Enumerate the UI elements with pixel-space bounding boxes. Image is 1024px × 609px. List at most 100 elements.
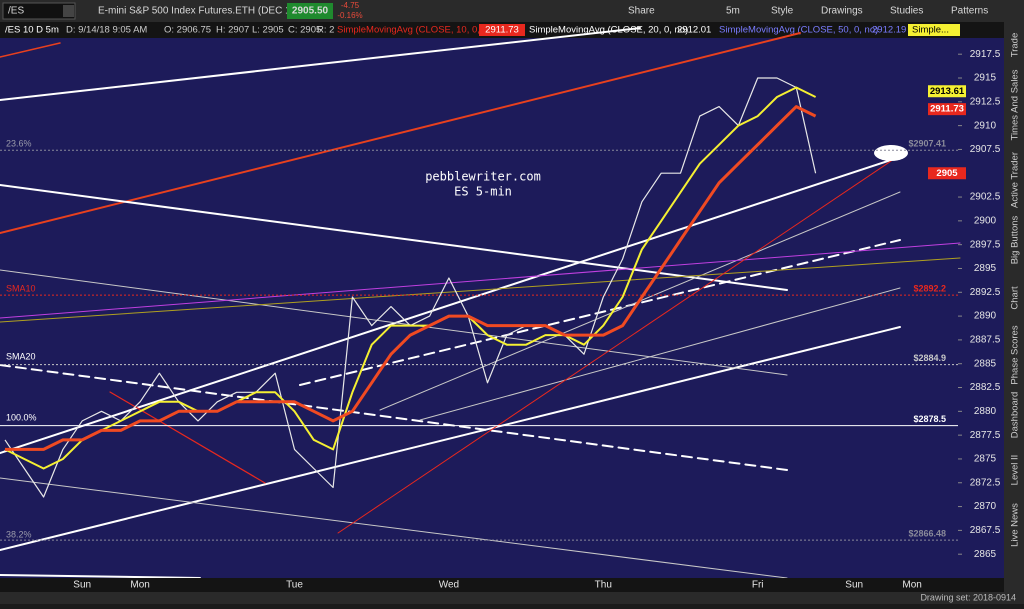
price-marker bbox=[928, 167, 966, 180]
info-high: H: 2907 bbox=[216, 25, 249, 36]
x-tick-label: Wed bbox=[439, 580, 459, 591]
info-sma10-value: 2911.73 bbox=[485, 25, 519, 36]
y-tick-label: 2897.5 bbox=[970, 239, 1001, 250]
side-tab[interactable]: Chart bbox=[1010, 286, 1021, 310]
trendline bbox=[337, 154, 901, 534]
y-tick-label: 2870 bbox=[974, 501, 997, 512]
trendlines bbox=[0, 27, 961, 579]
trendline bbox=[109, 391, 266, 484]
y-tick-label: 2910 bbox=[974, 120, 997, 131]
side-tab[interactable]: Big Buttons bbox=[1010, 215, 1021, 264]
info-more: Simple... bbox=[912, 25, 949, 36]
y-tick-label: 2912.5 bbox=[970, 96, 1001, 107]
trendline bbox=[0, 184, 788, 291]
y-tick-label: 2872.5 bbox=[970, 477, 1001, 488]
level-label: 100.0% bbox=[6, 412, 37, 422]
y-tick-label: 2890 bbox=[974, 311, 997, 322]
info-chart: /ES 10 D 5m bbox=[5, 25, 59, 36]
studies-button[interactable]: Studies bbox=[890, 6, 923, 17]
y-tick-label: 2880 bbox=[974, 406, 997, 417]
side-tabs bbox=[1004, 22, 1024, 592]
trendline bbox=[0, 156, 901, 454]
trendline bbox=[299, 239, 901, 386]
info-sma50-value: 2912.19 bbox=[872, 25, 906, 36]
trendline bbox=[0, 574, 201, 579]
side-tab[interactable]: Level II bbox=[1010, 455, 1021, 486]
level-label: 23.6% bbox=[6, 138, 32, 148]
series-line bbox=[4, 86, 817, 470]
plot-layer bbox=[0, 27, 961, 579]
side-tab[interactable]: Active Trader bbox=[1010, 152, 1021, 208]
trendline bbox=[0, 42, 61, 58]
change-pct: -0.16% bbox=[337, 11, 362, 20]
x-tick-label: Mon bbox=[902, 580, 921, 591]
info-sma50: SimpleMovingAvg (CLOSE, 50, 0, no) bbox=[719, 25, 878, 36]
trendline bbox=[0, 32, 801, 234]
symbol-box[interactable] bbox=[2, 2, 76, 20]
level-label: $2907.41 bbox=[908, 139, 946, 149]
last-price-box bbox=[287, 3, 333, 19]
y-tick-label: 2915 bbox=[974, 73, 997, 84]
level-label: $2892.2 bbox=[913, 284, 946, 294]
trendline bbox=[0, 364, 788, 471]
price-marker-label: 2905 bbox=[936, 168, 958, 179]
y-tick-label: 2887.5 bbox=[970, 335, 1001, 346]
info-sma20: SimpleMovingAvg (CLOSE, 20, 0, no) bbox=[529, 25, 688, 36]
level-label: SMA20 bbox=[6, 351, 36, 361]
y-tick-label: 2917.5 bbox=[970, 49, 1001, 60]
trendline bbox=[0, 477, 788, 579]
drawings-button[interactable]: Drawings bbox=[821, 6, 863, 17]
y-tick-label: 2907.5 bbox=[970, 144, 1001, 155]
info-date: D: 9/14/18 9:05 AM bbox=[66, 25, 147, 36]
info-sma10-box bbox=[479, 24, 525, 36]
style-button[interactable]: Style bbox=[771, 6, 794, 17]
trendline bbox=[419, 287, 901, 421]
side-tab[interactable]: Times And Sales bbox=[1010, 69, 1021, 140]
x-tick-label: Sun bbox=[845, 580, 863, 591]
footer-bar bbox=[0, 592, 1024, 604]
level-label: $2884.9 bbox=[913, 353, 946, 363]
side-tab[interactable]: Phase Scores bbox=[1010, 325, 1021, 384]
info-more-box bbox=[908, 24, 960, 36]
info-sma20-value: 2912.01 bbox=[677, 25, 711, 36]
price-marker-label: 2911.73 bbox=[930, 104, 964, 115]
annotation: pebblewriter.com bbox=[425, 170, 541, 184]
price-marker bbox=[928, 85, 966, 98]
y-tick-label: 2900 bbox=[974, 215, 997, 226]
target-ellipse bbox=[874, 145, 908, 161]
symbol-dropdown[interactable] bbox=[63, 5, 74, 17]
level-label: SMA10 bbox=[6, 283, 36, 293]
side-tab[interactable]: Trade bbox=[1010, 33, 1021, 57]
price-marker bbox=[928, 103, 966, 116]
trendline bbox=[0, 242, 961, 319]
x-tick-label: Mon bbox=[130, 580, 149, 591]
y-tick-label: 2875 bbox=[974, 454, 997, 465]
aggregation-button[interactable]: 5m bbox=[726, 6, 740, 17]
info-low: L: 2905 bbox=[252, 25, 284, 36]
trendline bbox=[0, 27, 641, 101]
y-tick-label: 2877.5 bbox=[970, 430, 1001, 441]
share-button[interactable]: Share bbox=[628, 6, 655, 17]
trendline bbox=[0, 269, 788, 376]
level-label: $2878.5 bbox=[913, 414, 946, 424]
info-open: O: 2906.75 bbox=[164, 25, 211, 36]
info-sma10: SimpleMovingAvg (CLOSE, 10, 0, no) bbox=[337, 25, 496, 36]
footer: Drawing set: 2018-0914 bbox=[920, 592, 1016, 602]
x-tick-label: Fri bbox=[752, 580, 764, 591]
info-close: C: 2905 bbox=[288, 25, 321, 36]
patterns-button[interactable]: Patterns bbox=[951, 6, 988, 17]
side-tab[interactable]: Live News bbox=[1010, 503, 1021, 547]
change: -4.75 bbox=[341, 1, 360, 10]
side-tab[interactable]: Dashboard bbox=[1010, 392, 1021, 438]
x-axis bbox=[0, 578, 1004, 592]
y-tick-label: 2865 bbox=[974, 549, 997, 560]
x-tick-label: Tue bbox=[286, 580, 303, 591]
info-range: R: 2 bbox=[317, 25, 334, 36]
y-tick-label: 2895 bbox=[974, 263, 997, 274]
x-tick-label: Sun bbox=[73, 580, 91, 591]
x-tick-label: Thu bbox=[595, 580, 612, 591]
description: E-mini S&P 500 Index Futures.ETH (DEC 18… bbox=[98, 6, 300, 17]
last-price: 2905.50 bbox=[292, 6, 329, 17]
y-tick-label: 2902.5 bbox=[970, 192, 1001, 203]
